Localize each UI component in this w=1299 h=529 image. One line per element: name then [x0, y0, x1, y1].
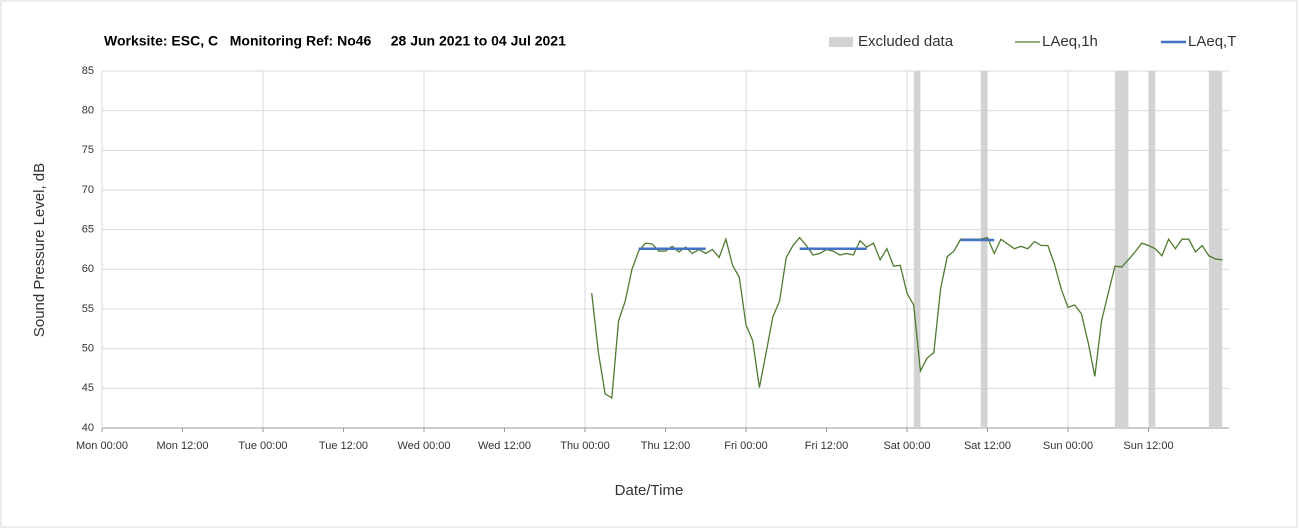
y-tick-label: 70 — [82, 184, 94, 196]
x-tick-label: Tue 00:00 — [238, 440, 287, 452]
x-tick-label: Fri 00:00 — [724, 440, 767, 452]
y-tick-label: 55 — [82, 303, 94, 315]
x-tick-label: Sat 12:00 — [964, 440, 1011, 452]
y-tick-label: 75 — [82, 144, 94, 156]
y-tick-label: 80 — [82, 105, 94, 117]
legend-swatch — [829, 37, 853, 47]
x-tick-label: Thu 12:00 — [641, 440, 691, 452]
excluded-band — [1114, 71, 1129, 428]
legend-label: LAeq,1h — [1042, 33, 1098, 50]
y-tick-label: 50 — [82, 343, 94, 355]
x-tick-label: Wed 00:00 — [397, 440, 450, 452]
y-tick-label: 45 — [82, 382, 94, 394]
x-axis-label: Date/Time — [615, 482, 684, 499]
excluded-band — [980, 71, 988, 428]
excluded-band — [1148, 71, 1156, 428]
x-tick-label: Sat 00:00 — [883, 440, 930, 452]
excluded-band — [913, 71, 921, 428]
x-tick-label: Sun 00:00 — [1043, 440, 1093, 452]
x-tick-label: Thu 00:00 — [560, 440, 610, 452]
y-tick-label: 40 — [82, 422, 94, 434]
x-tick-label: Sun 12:00 — [1123, 440, 1173, 452]
excluded-band — [1208, 71, 1223, 428]
x-tick-label: Fri 12:00 — [805, 440, 848, 452]
y-tick-label: 85 — [82, 65, 94, 77]
legend-label: Excluded data — [858, 33, 954, 50]
legend-label: LAeq,T — [1188, 33, 1236, 50]
y-tick-label: 60 — [82, 263, 94, 275]
series-line — [591, 236, 1223, 399]
y-axis-label: Sound Pressure Level, dB — [31, 163, 48, 337]
x-tick-label: Mon 00:00 — [76, 440, 128, 452]
x-tick-label: Mon 12:00 — [157, 440, 209, 452]
x-tick-label: Wed 12:00 — [478, 440, 531, 452]
chart-title: Worksite: ESC, C Monitoring Ref: No46 28… — [104, 33, 566, 49]
x-tick-label: Tue 12:00 — [319, 440, 368, 452]
y-tick-label: 65 — [82, 224, 94, 236]
